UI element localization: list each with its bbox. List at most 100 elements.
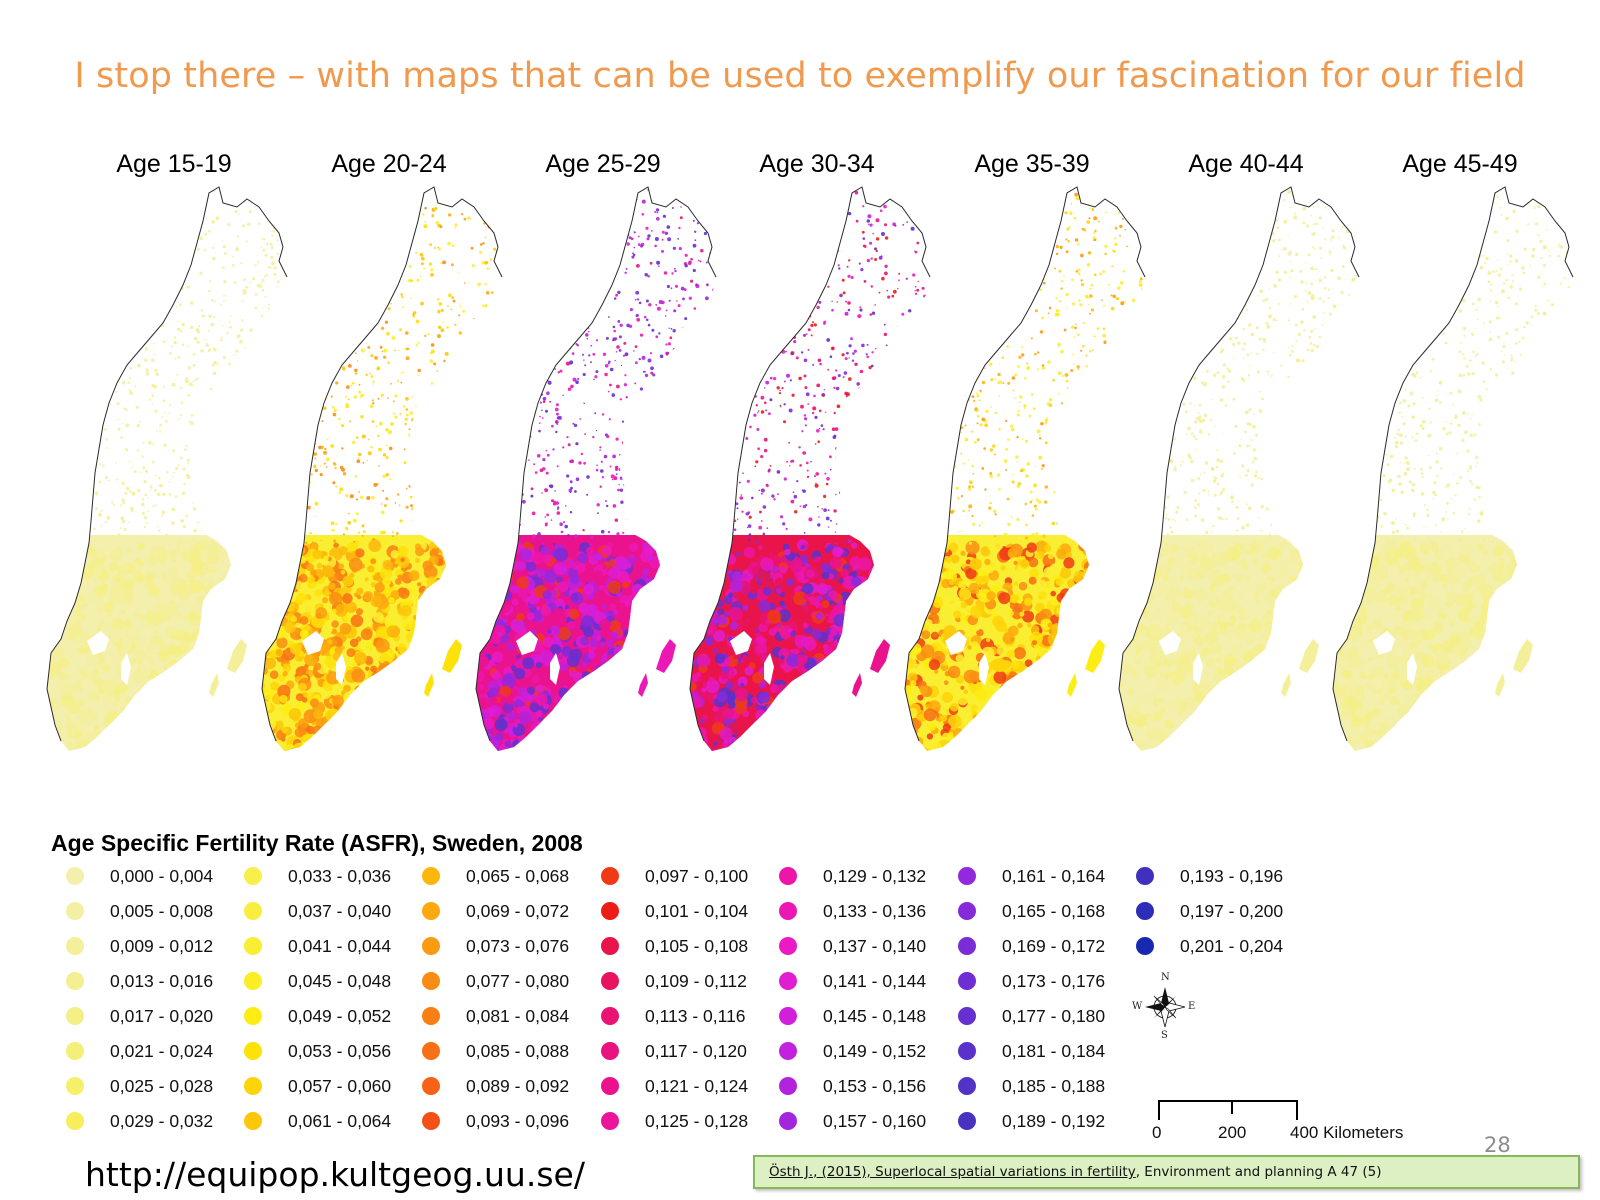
legend-swatch bbox=[244, 902, 262, 920]
citation-box: Östh J., (2015), Superlocal spatial vari… bbox=[753, 1155, 1580, 1189]
legend-item: 0,125 - 0,128 bbox=[601, 1108, 748, 1134]
legend-item: 0,009 - 0,012 bbox=[66, 933, 213, 959]
legend-swatch bbox=[601, 1042, 619, 1060]
legend-item: 0,173 - 0,176 bbox=[958, 968, 1105, 994]
legend-item: 0,025 - 0,028 bbox=[66, 1073, 213, 1099]
legend-label: 0,149 - 0,152 bbox=[823, 1040, 927, 1061]
legend-item: 0,057 - 0,060 bbox=[244, 1073, 391, 1099]
panel-label-age-30-34: Age 30-34 bbox=[759, 150, 875, 178]
legend-label: 0,061 - 0,064 bbox=[288, 1110, 392, 1131]
panel-label-age-40-44: Age 40-44 bbox=[1188, 150, 1304, 178]
legend-swatch bbox=[601, 902, 619, 920]
legend-swatch bbox=[422, 1007, 440, 1025]
legend-label: 0,161 - 0,164 bbox=[1002, 865, 1106, 886]
legend-item: 0,153 - 0,156 bbox=[779, 1073, 926, 1099]
legend-title: Age Specific Fertility Rate (ASFR), Swed… bbox=[51, 830, 583, 856]
legend-label: 0,125 - 0,128 bbox=[645, 1110, 749, 1131]
scale-label-0: 0 bbox=[1152, 1123, 1162, 1142]
legend-item: 0,157 - 0,160 bbox=[779, 1108, 926, 1134]
citation-link[interactable]: Östh J., (2015), Superlocal spatial vari… bbox=[769, 1164, 1136, 1180]
legend-label: 0,137 - 0,140 bbox=[823, 935, 927, 956]
legend-item: 0,197 - 0,200 bbox=[1136, 898, 1283, 924]
panel-label-age-25-29: Age 25-29 bbox=[545, 150, 661, 178]
legend-swatch bbox=[958, 1077, 976, 1095]
legend-item: 0,177 - 0,180 bbox=[958, 1003, 1105, 1029]
legend-swatch bbox=[779, 972, 797, 990]
legend-label: 0,129 - 0,132 bbox=[823, 865, 927, 886]
legend-item: 0,037 - 0,040 bbox=[244, 898, 391, 924]
legend-swatch bbox=[422, 972, 440, 990]
legend-swatch bbox=[601, 937, 619, 955]
legend-label: 0,000 - 0,004 bbox=[110, 865, 214, 886]
legend-label: 0,197 - 0,200 bbox=[1180, 900, 1284, 921]
legend-swatch bbox=[244, 1007, 262, 1025]
legend-swatch bbox=[779, 1112, 797, 1130]
legend-item: 0,081 - 0,084 bbox=[422, 1003, 569, 1029]
legend-label: 0,077 - 0,080 bbox=[466, 970, 570, 991]
legend-label: 0,009 - 0,012 bbox=[110, 935, 214, 956]
legend-swatch bbox=[244, 1112, 262, 1130]
legend-item: 0,065 - 0,068 bbox=[422, 863, 569, 889]
legend-swatch bbox=[958, 1112, 976, 1130]
citation-journal: , Environment and planning A 47 (5) bbox=[1135, 1164, 1382, 1180]
sweden-map-panels bbox=[46, 186, 1574, 751]
legend-swatch bbox=[1136, 902, 1154, 920]
legend-swatch bbox=[958, 867, 976, 885]
legend-label: 0,081 - 0,084 bbox=[466, 1005, 570, 1026]
legend-item: 0,097 - 0,100 bbox=[601, 863, 748, 889]
legend-label: 0,189 - 0,192 bbox=[1002, 1110, 1106, 1131]
scale-bar bbox=[1158, 1100, 1298, 1120]
legend-item: 0,017 - 0,020 bbox=[66, 1003, 213, 1029]
legend-item: 0,161 - 0,164 bbox=[958, 863, 1105, 889]
legend-label: 0,113 - 0,116 bbox=[645, 1005, 746, 1026]
legend-label: 0,145 - 0,148 bbox=[823, 1005, 927, 1026]
legend-label: 0,109 - 0,112 bbox=[645, 970, 747, 991]
source-url-link[interactable]: http://equipop.kultgeog.uu.se/ bbox=[85, 1155, 585, 1194]
legend-item: 0,033 - 0,036 bbox=[244, 863, 391, 889]
legend-item: 0,053 - 0,056 bbox=[244, 1038, 391, 1064]
legend-label: 0,049 - 0,052 bbox=[288, 1005, 392, 1026]
legend-label: 0,185 - 0,188 bbox=[1002, 1075, 1106, 1096]
legend-swatch bbox=[66, 1042, 84, 1060]
page-number: 28 bbox=[1484, 1133, 1511, 1157]
legend-swatch bbox=[422, 902, 440, 920]
legend-label: 0,041 - 0,044 bbox=[288, 935, 392, 956]
legend-swatch bbox=[779, 1042, 797, 1060]
legend-swatch bbox=[66, 867, 84, 885]
legend-label: 0,105 - 0,108 bbox=[645, 935, 749, 956]
legend-swatch bbox=[66, 1077, 84, 1095]
legend-item: 0,189 - 0,192 bbox=[958, 1108, 1105, 1134]
legend-item: 0,093 - 0,096 bbox=[422, 1108, 569, 1134]
legend-item: 0,137 - 0,140 bbox=[779, 933, 926, 959]
legend-item: 0,133 - 0,136 bbox=[779, 898, 926, 924]
legend-label: 0,157 - 0,160 bbox=[823, 1110, 927, 1131]
legend-swatch bbox=[779, 1007, 797, 1025]
legend-swatch bbox=[422, 937, 440, 955]
legend-swatch bbox=[1136, 937, 1154, 955]
legend-swatch bbox=[66, 937, 84, 955]
legend-swatch bbox=[601, 867, 619, 885]
legend-item: 0,013 - 0,016 bbox=[66, 968, 213, 994]
panel-label-age-20-24: Age 20-24 bbox=[331, 150, 447, 178]
legend-item: 0,069 - 0,072 bbox=[422, 898, 569, 924]
legend-item: 0,029 - 0,032 bbox=[66, 1108, 213, 1134]
legend-item: 0,165 - 0,168 bbox=[958, 898, 1105, 924]
legend-label: 0,169 - 0,172 bbox=[1002, 935, 1106, 956]
legend-label: 0,173 - 0,176 bbox=[1002, 970, 1106, 991]
legend-item: 0,005 - 0,008 bbox=[66, 898, 213, 924]
legend-label: 0,013 - 0,016 bbox=[110, 970, 214, 991]
legend-swatch bbox=[958, 902, 976, 920]
compass-east-label: E bbox=[1188, 1001, 1196, 1012]
legend-swatch bbox=[422, 867, 440, 885]
compass-west-label: W bbox=[1132, 1001, 1143, 1012]
legend-item: 0,145 - 0,148 bbox=[779, 1003, 926, 1029]
legend-item: 0,181 - 0,184 bbox=[958, 1038, 1105, 1064]
legend-label: 0,181 - 0,184 bbox=[1002, 1040, 1106, 1061]
legend-swatch bbox=[244, 1077, 262, 1095]
legend-item: 0,077 - 0,080 bbox=[422, 968, 569, 994]
legend-label: 0,165 - 0,168 bbox=[1002, 900, 1106, 921]
legend-label: 0,133 - 0,136 bbox=[823, 900, 927, 921]
legend-item: 0,113 - 0,116 bbox=[601, 1003, 746, 1029]
legend-item: 0,201 - 0,204 bbox=[1136, 933, 1283, 959]
legend-swatch bbox=[958, 972, 976, 990]
